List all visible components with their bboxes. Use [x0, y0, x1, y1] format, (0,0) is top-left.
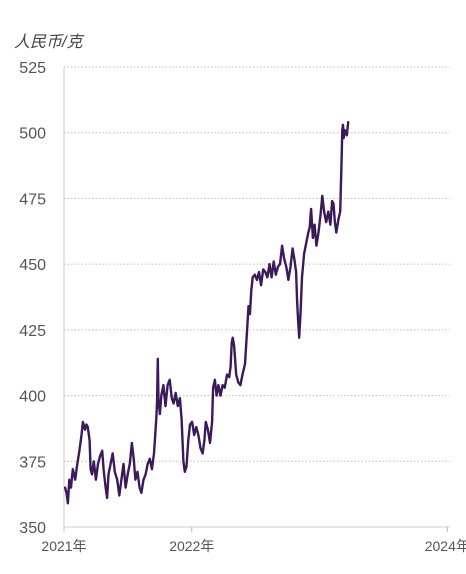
price-series-line [63, 121, 350, 505]
y-tick-label: 500 [19, 126, 46, 143]
grid-lines [64, 66, 450, 462]
y-tick-label: 475 [19, 191, 46, 208]
x-tick-label: 2024年 [425, 538, 466, 554]
axes [63, 67, 450, 528]
y-axis-ticks: 350 375 400 425 450 475 500 525 [19, 60, 46, 537]
y-axis-title: 人民币/克 [14, 33, 84, 51]
series-layer [63, 121, 350, 505]
y-tick-label: 450 [19, 257, 46, 274]
x-tick-label: 2021年 [41, 538, 86, 554]
x-axis-ticks: 2021年 2022年 2024年 [41, 527, 466, 554]
y-tick-label: 375 [19, 454, 46, 471]
y-tick-label: 425 [19, 323, 46, 340]
y-tick-label: 525 [19, 60, 46, 77]
y-tick-label: 350 [19, 520, 46, 537]
x-tick-label: 2022年 [169, 538, 214, 554]
y-tick-label: 400 [19, 389, 46, 406]
